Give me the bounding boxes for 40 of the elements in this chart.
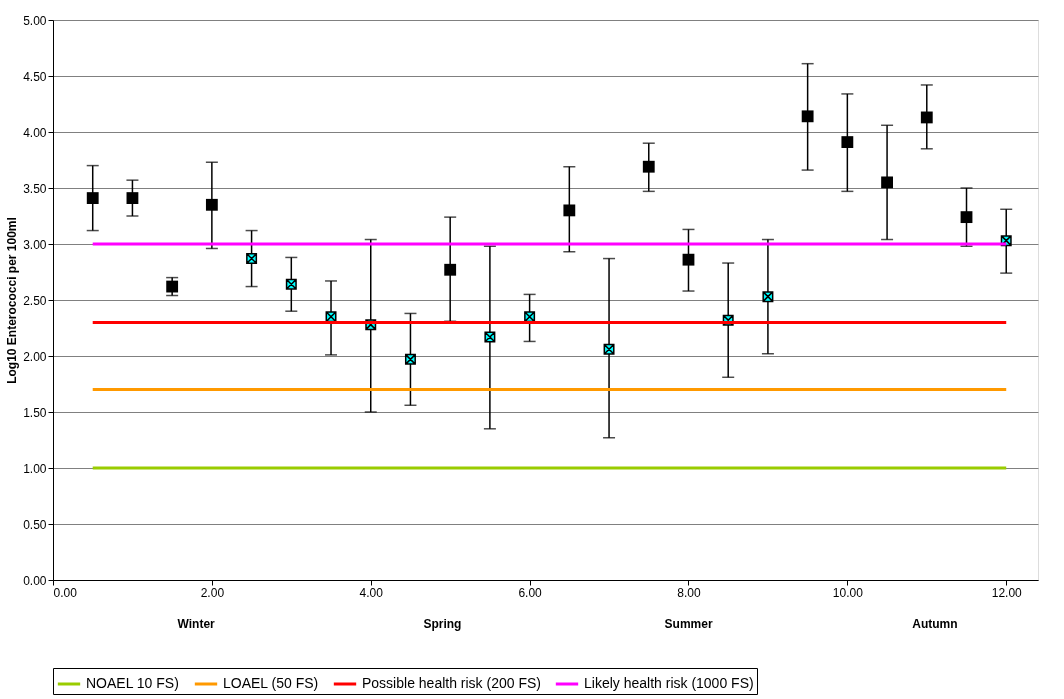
y-tick-label: 1.50 [23, 405, 47, 420]
point [682, 253, 695, 266]
legend-label: LOAEL (50 FS) [223, 675, 319, 691]
x-tick-label: 10.00 [832, 585, 864, 600]
text: Summer [664, 617, 713, 631]
point [444, 263, 457, 276]
y-tick-label: 5.00 [23, 13, 47, 28]
legend-label: Likely health risk (1000 FS) [584, 675, 754, 691]
text: Winter [177, 617, 216, 631]
x-tick-label: 6.00 [518, 585, 543, 600]
legend-label: Possible health risk (200 FS) [362, 675, 541, 691]
point [126, 192, 139, 204]
x-tick-label: 0.00 [53, 585, 78, 600]
x-tick-label: 8.00 [677, 585, 701, 600]
point [960, 211, 973, 224]
y-tick-label: 0.50 [23, 517, 47, 532]
point [801, 110, 814, 123]
point [166, 280, 179, 293]
x-tick-label: 12.00 [991, 585, 1023, 600]
point [881, 176, 893, 189]
y-tick-label: 3.00 [23, 237, 47, 252]
x-tick-label: 2.00 [200, 585, 225, 600]
point [86, 192, 99, 204]
point [563, 204, 576, 217]
point [920, 111, 933, 124]
x-tick-label: 4.00 [359, 585, 384, 600]
y-axis-title: Log10 Enterococci per 100ml [5, 217, 20, 384]
point [642, 160, 655, 173]
y-tick-label: 2.00 [23, 349, 47, 364]
y-tick-label: 2.50 [23, 293, 47, 308]
point [205, 198, 218, 211]
y-tick-label: 4.50 [23, 69, 47, 84]
y-tick-label: 3.50 [23, 181, 47, 196]
y-tick-label: 4.00 [23, 125, 47, 140]
legend-label: NOAEL 10 FS) [86, 675, 179, 691]
y-tick-label: 1.00 [23, 461, 47, 476]
point [841, 136, 854, 148]
text: Autumn [912, 617, 958, 631]
y-tick-label: 0.00 [23, 573, 47, 588]
text: Spring [423, 617, 462, 631]
